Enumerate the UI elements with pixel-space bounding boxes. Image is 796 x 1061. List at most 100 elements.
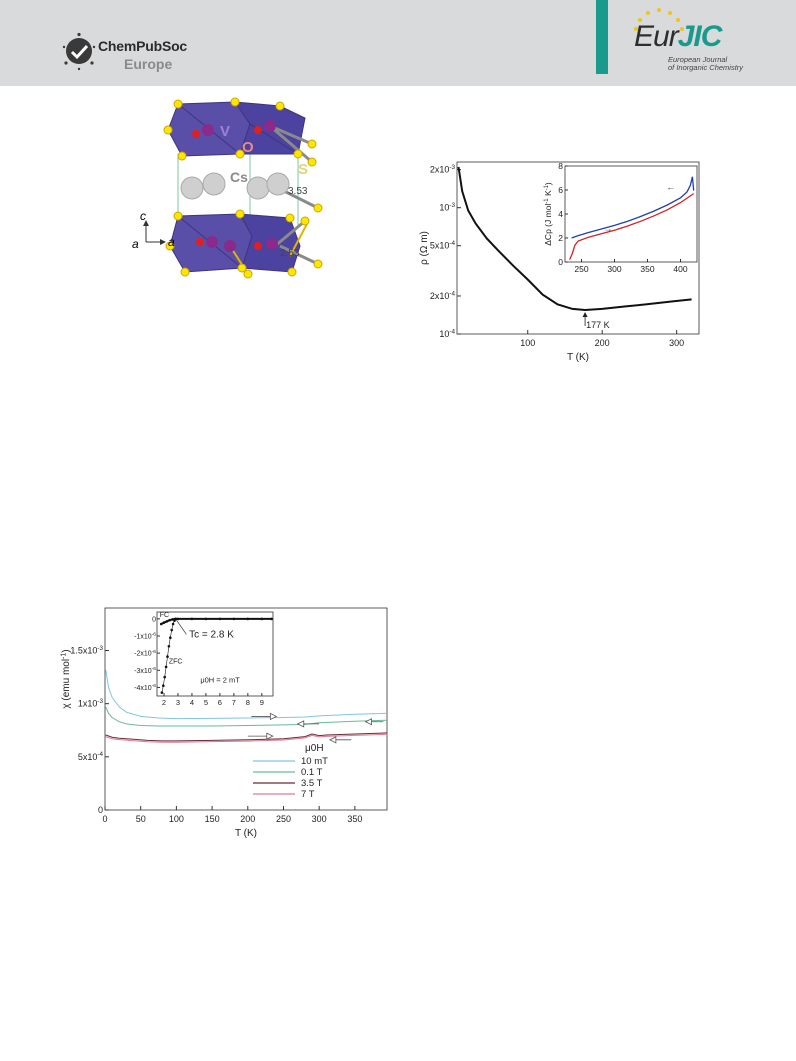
legend-entry: 10 mT — [301, 756, 328, 767]
inset-x-tick-label: 250 — [574, 264, 588, 274]
label-o: O — [242, 139, 254, 156]
inset-x-tick-label: 8 — [246, 698, 250, 707]
y-tick-label-exp: -4 — [449, 240, 455, 247]
inset-y-tick-label-base: -4x10 — [134, 685, 152, 692]
journal-line-2: of Inorganic Chemistry — [668, 63, 744, 72]
inset-frame — [564, 165, 698, 263]
chart-legend: 10 mT0.1 T3.5 T7 T — [253, 756, 328, 800]
sweep-direction-arrows — [247, 712, 384, 744]
legend-entry: 0.1 T — [301, 767, 323, 778]
inset-y-axis-title-part: -1 — [544, 184, 550, 190]
inset-y-axis-title-part: ) — [543, 182, 553, 185]
sweep-arrow-head — [364, 718, 372, 726]
resistivity-line — [457, 166, 692, 312]
inset-label-tc: Tc = 2.8 K — [189, 630, 234, 641]
y-tick-label-exp: -4 — [449, 328, 455, 335]
susceptibility-frame — [104, 607, 388, 811]
y-tick-label-exp: -3 — [449, 202, 455, 209]
logo-jic: JIC — [677, 20, 723, 53]
x-tick-label: 50 — [136, 814, 146, 824]
y-tick-label: 10-3 — [439, 202, 455, 213]
inset-y-tick-label: 8 — [558, 161, 563, 171]
inset-y-axis-title: ΔCp (J mol-1 K-1) — [543, 182, 553, 246]
y-tick-label: 2x10-4 — [430, 290, 456, 301]
inset-heating-arrow: → — [603, 223, 612, 233]
inset-y-axis-title-part: -1 — [544, 198, 550, 204]
inset-x-tick-label: 3 — [176, 698, 180, 707]
inset-y-tick-label: 0 — [152, 616, 156, 623]
label-cs: Cs — [230, 169, 248, 185]
inset-point-ZFC — [160, 691, 164, 694]
y-tick-label: 1x10-3 — [78, 698, 104, 709]
axis-label-a-left: a — [132, 237, 139, 251]
y-tick-label-base: 10 — [439, 203, 449, 213]
inset-x-tick-label: 350 — [640, 264, 654, 274]
x-tick-label: 150 — [205, 814, 220, 824]
resistivity-frame — [456, 161, 700, 335]
x-tick-label: 100 — [520, 338, 535, 348]
inset-x-tick-label: 7 — [232, 698, 236, 707]
label-v: V — [220, 123, 230, 140]
inset-y-axis-title-part: ΔCp (J mol — [543, 204, 553, 246]
series-line-0.1-T — [105, 706, 388, 727]
cesium-atoms — [180, 172, 290, 200]
sweep-arrow-head — [328, 736, 337, 744]
sweep-arrow-head — [269, 712, 278, 721]
y-axis-title-part: χ (emu mol — [61, 659, 72, 709]
x-tick-label: 300 — [669, 338, 684, 348]
oxygen-atoms — [192, 126, 262, 250]
inset-y-tick-label: -2x10-6 — [134, 649, 156, 658]
min-temperature-annotation: 177 K — [586, 320, 610, 330]
sweep-arrow-head — [266, 732, 274, 740]
sulfur-atoms — [163, 97, 323, 279]
inset-label-field: μ0H = 2 mT — [200, 675, 240, 684]
y-axis-title: χ (emu mol-1) — [61, 649, 73, 708]
inset-line-ZFC — [161, 618, 177, 693]
crystal-structure-figure: V O S Cs 3.53 2.53 c a a — [132, 97, 323, 279]
y-axis-title-part: -1 — [61, 653, 68, 659]
inset-y-tick-label-base: -3x10 — [134, 668, 152, 675]
x-tick-label: 100 — [169, 814, 184, 824]
journal-logo-text: EurJIC — [634, 20, 723, 54]
inset-y-axis-title-part: K — [543, 190, 553, 198]
distance-label-2: 2.53 — [280, 248, 300, 259]
series-line-7-T — [105, 733, 388, 743]
top-octahedra-layer — [167, 101, 306, 157]
inset-series-line — [571, 176, 695, 239]
y-axis-title: ρ (Ω m) — [419, 231, 430, 265]
y-tick-label-base: 5x10 — [430, 241, 450, 251]
y-tick-label-base: 1.5x10 — [70, 646, 97, 656]
y-tick-label-exp: -3 — [97, 645, 103, 652]
chempubsoc-emblem-icon — [62, 32, 96, 71]
journal-line-1: European Journal — [668, 55, 728, 64]
journal-full-name: European Journal of Inorganic Chemistry — [668, 56, 743, 72]
vanadium-atoms — [202, 120, 278, 252]
inset-label-fc: FC — [160, 612, 169, 619]
inset-y-tick-label-exp: -6 — [152, 683, 157, 689]
y-tick-label: 2x10-3 — [430, 164, 456, 175]
legend-entry: 3.5 T — [301, 778, 323, 789]
y-tick-label-base: 10 — [439, 329, 449, 339]
y-tick-label: 5x10-4 — [78, 751, 104, 762]
y-tick-label: 10-4 — [439, 328, 455, 339]
inset-x-tick-label: 2 — [162, 698, 166, 707]
y-tick-label: 1.5x10-3 — [70, 645, 103, 656]
axis-label-a-right: a — [168, 235, 175, 249]
inset-y-tick-label: 0 — [558, 257, 563, 267]
x-tick-label: 200 — [595, 338, 610, 348]
y-tick-label-exp: -4 — [97, 751, 103, 758]
logo-eur: Eur — [634, 20, 679, 53]
inset-y-tick-label: 2 — [558, 233, 563, 243]
inset-x-tick-label: 400 — [673, 264, 687, 274]
inset-y-tick-label-base: -2x10 — [134, 651, 152, 658]
inset-label-zfc: ZFC — [169, 658, 183, 665]
inset-y-tick-label-base: -1x10 — [134, 634, 152, 641]
x-axis-title-part: T (K) — [235, 828, 257, 839]
y-tick-label: 0 — [98, 805, 103, 815]
inset-y-tick-label: -3x10-6 — [134, 666, 156, 675]
series-line-3.5-T — [105, 732, 388, 742]
y-tick-label-base: 2x10 — [430, 291, 450, 301]
series-line-10-mT — [105, 669, 388, 720]
